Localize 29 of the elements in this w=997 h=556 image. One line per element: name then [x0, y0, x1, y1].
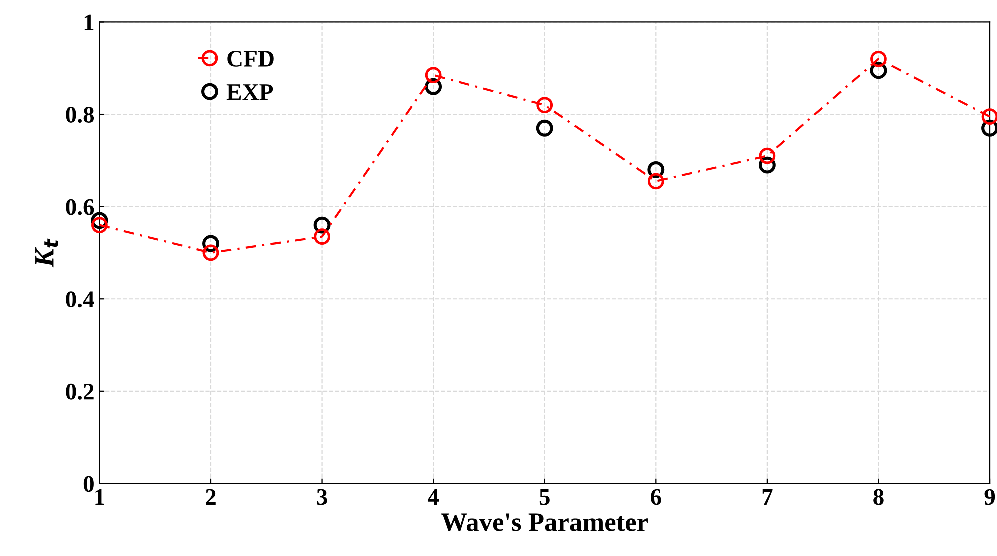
x-tick-label: 7: [762, 490, 773, 505]
x-axis-title: Wave's Parameter: [442, 514, 648, 532]
x-tick-label: 4: [428, 489, 440, 505]
y-tick-label: 1: [84, 14, 94, 30]
x-tick-label: 3: [317, 489, 328, 506]
legend-label: EXP: [226, 84, 274, 100]
x-tick-label: 2: [206, 489, 216, 505]
x-tick-label: 1: [96, 489, 104, 505]
y-tick-label: 0.8: [66, 107, 94, 124]
legend-label: CFD: [228, 51, 274, 67]
point: [536, 120, 554, 137]
y-tick-label: 0.6: [66, 199, 94, 216]
x-tick-label: 9: [984, 489, 996, 506]
y-tick-label: 0.4: [66, 292, 94, 308]
point: [314, 228, 330, 246]
x-tick-label: 5: [540, 490, 550, 506]
y-axis-title: K$_{t}$: [36, 238, 58, 268]
y-tick-label: 0.2: [66, 384, 94, 400]
point: [536, 97, 554, 114]
point: [870, 50, 887, 68]
y-tick-label: 0: [84, 476, 94, 492]
point: [759, 148, 776, 164]
x-tick-label: 6: [651, 489, 662, 506]
point: [92, 217, 108, 234]
point: [425, 67, 442, 84]
point: [982, 108, 997, 126]
x-tick-label: 8: [874, 489, 884, 506]
point: [648, 173, 664, 190]
point: [202, 244, 220, 262]
